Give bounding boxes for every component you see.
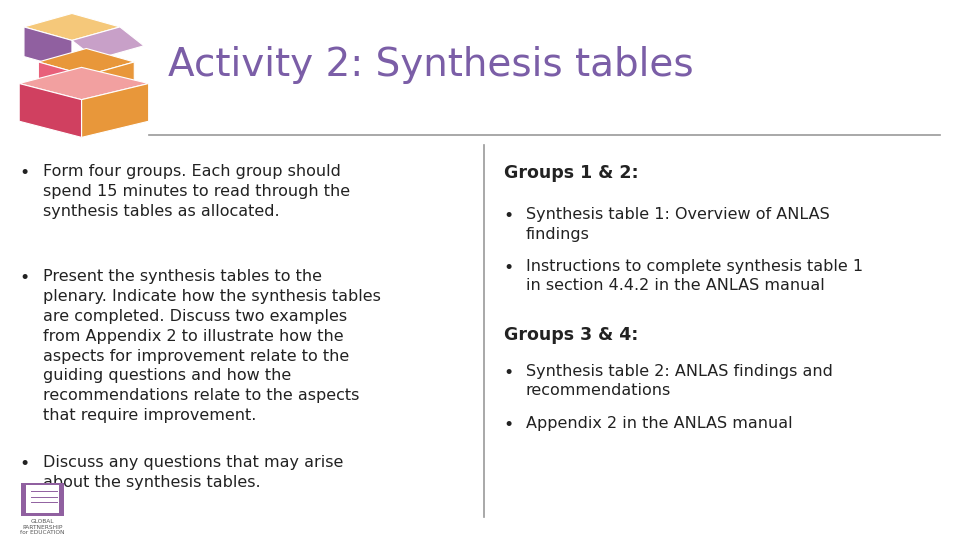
- Text: Instructions to complete synthesis table 1
in section 4.4.2 in the ANLAS manual: Instructions to complete synthesis table…: [526, 259, 863, 293]
- Polygon shape: [38, 62, 86, 103]
- Text: Synthesis table 1: Overview of ANLAS
findings: Synthesis table 1: Overview of ANLAS fin…: [526, 207, 829, 242]
- Text: •: •: [504, 363, 514, 382]
- FancyBboxPatch shape: [21, 483, 64, 516]
- Text: •: •: [504, 416, 514, 434]
- Polygon shape: [24, 14, 120, 40]
- Text: •: •: [504, 207, 514, 225]
- Text: •: •: [19, 164, 30, 183]
- Text: •: •: [19, 455, 30, 473]
- Text: Groups 3 & 4:: Groups 3 & 4:: [504, 326, 638, 344]
- Text: GLOBAL
PARTNERSHIP
for EDUCATION: GLOBAL PARTNERSHIP for EDUCATION: [20, 519, 65, 536]
- Polygon shape: [19, 68, 149, 100]
- Polygon shape: [86, 62, 134, 103]
- Text: Synthesis table 2: ANLAS findings and
recommendations: Synthesis table 2: ANLAS findings and re…: [526, 363, 832, 399]
- Polygon shape: [72, 27, 144, 59]
- Polygon shape: [24, 27, 72, 70]
- Text: Activity 2: Synthesis tables: Activity 2: Synthesis tables: [168, 46, 693, 84]
- Text: •: •: [19, 269, 30, 287]
- Text: Discuss any questions that may arise
about the synthesis tables.: Discuss any questions that may arise abo…: [43, 455, 344, 490]
- FancyBboxPatch shape: [26, 485, 60, 514]
- Text: •: •: [504, 259, 514, 276]
- Text: Appendix 2 in the ANLAS manual: Appendix 2 in the ANLAS manual: [526, 416, 792, 431]
- Polygon shape: [19, 84, 82, 137]
- Polygon shape: [82, 84, 149, 137]
- Polygon shape: [38, 49, 134, 76]
- Text: Groups 1 & 2:: Groups 1 & 2:: [504, 164, 638, 183]
- Text: Present the synthesis tables to the
plenary. Indicate how the synthesis tables
a: Present the synthesis tables to the plen…: [43, 269, 381, 423]
- Text: Form four groups. Each group should
spend 15 minutes to read through the
synthes: Form four groups. Each group should spen…: [43, 164, 350, 219]
